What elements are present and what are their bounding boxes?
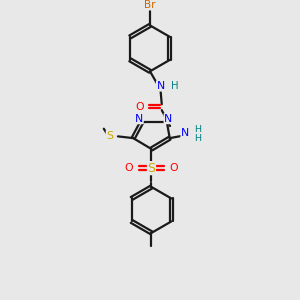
Text: N: N [135, 114, 143, 124]
Text: H: H [194, 125, 201, 134]
Text: N: N [157, 81, 165, 91]
Text: N: N [181, 128, 189, 138]
Text: O: O [136, 102, 144, 112]
Text: S: S [106, 131, 113, 141]
Text: O: O [124, 163, 133, 173]
Text: Br: Br [144, 0, 156, 10]
Text: O: O [170, 163, 178, 173]
Text: S: S [148, 162, 155, 175]
Text: H: H [171, 81, 178, 91]
Text: H: H [194, 134, 201, 143]
Text: N: N [164, 114, 172, 124]
